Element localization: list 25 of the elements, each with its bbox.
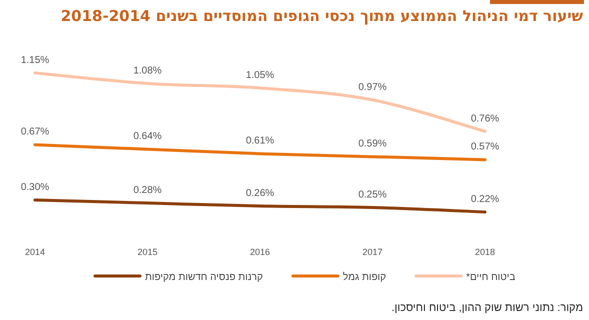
data-label: 1.15% xyxy=(20,55,50,66)
data-label: 1.08% xyxy=(133,65,162,76)
data-label: 0.25% xyxy=(358,190,387,201)
data-label: 0.30% xyxy=(20,182,50,194)
text: מקור: נתוני רשות שוק ההון, ביטוח וחיסכון. xyxy=(392,302,583,314)
legend-label: קופות גמל xyxy=(342,271,386,283)
data-label: 0.28% xyxy=(133,185,162,196)
x-tick-label: 2018 xyxy=(474,247,496,257)
data-label: 0.61% xyxy=(246,136,274,147)
x-tick-label: 2016 xyxy=(250,247,270,257)
data-label: 0.59% xyxy=(358,138,387,150)
data-label: 0.26% xyxy=(246,188,274,200)
data-label: 0.76% xyxy=(470,113,500,124)
x-tick-label: 2015 xyxy=(137,247,158,257)
legend-label: קרנות פנסיה חדשות מקיפות xyxy=(145,272,263,283)
data-label: 0.22% xyxy=(470,194,500,205)
data-label: 0.97% xyxy=(358,82,387,93)
data-label: 0.64% xyxy=(133,131,162,142)
x-tick-label: 2014 xyxy=(24,247,46,257)
chart-title: שיעור דמי הניהול הממוצע מתוך נכסי הגופים המוסדיים בשנים 2018-2014 xyxy=(60,7,584,25)
data-label: 0.67% xyxy=(20,126,50,138)
x-tick-label: 2017 xyxy=(362,247,383,257)
legend-label: ביטוח חיים* xyxy=(466,272,516,283)
data-label: 0.57% xyxy=(470,142,500,153)
data-label: 1.05% xyxy=(246,70,274,81)
